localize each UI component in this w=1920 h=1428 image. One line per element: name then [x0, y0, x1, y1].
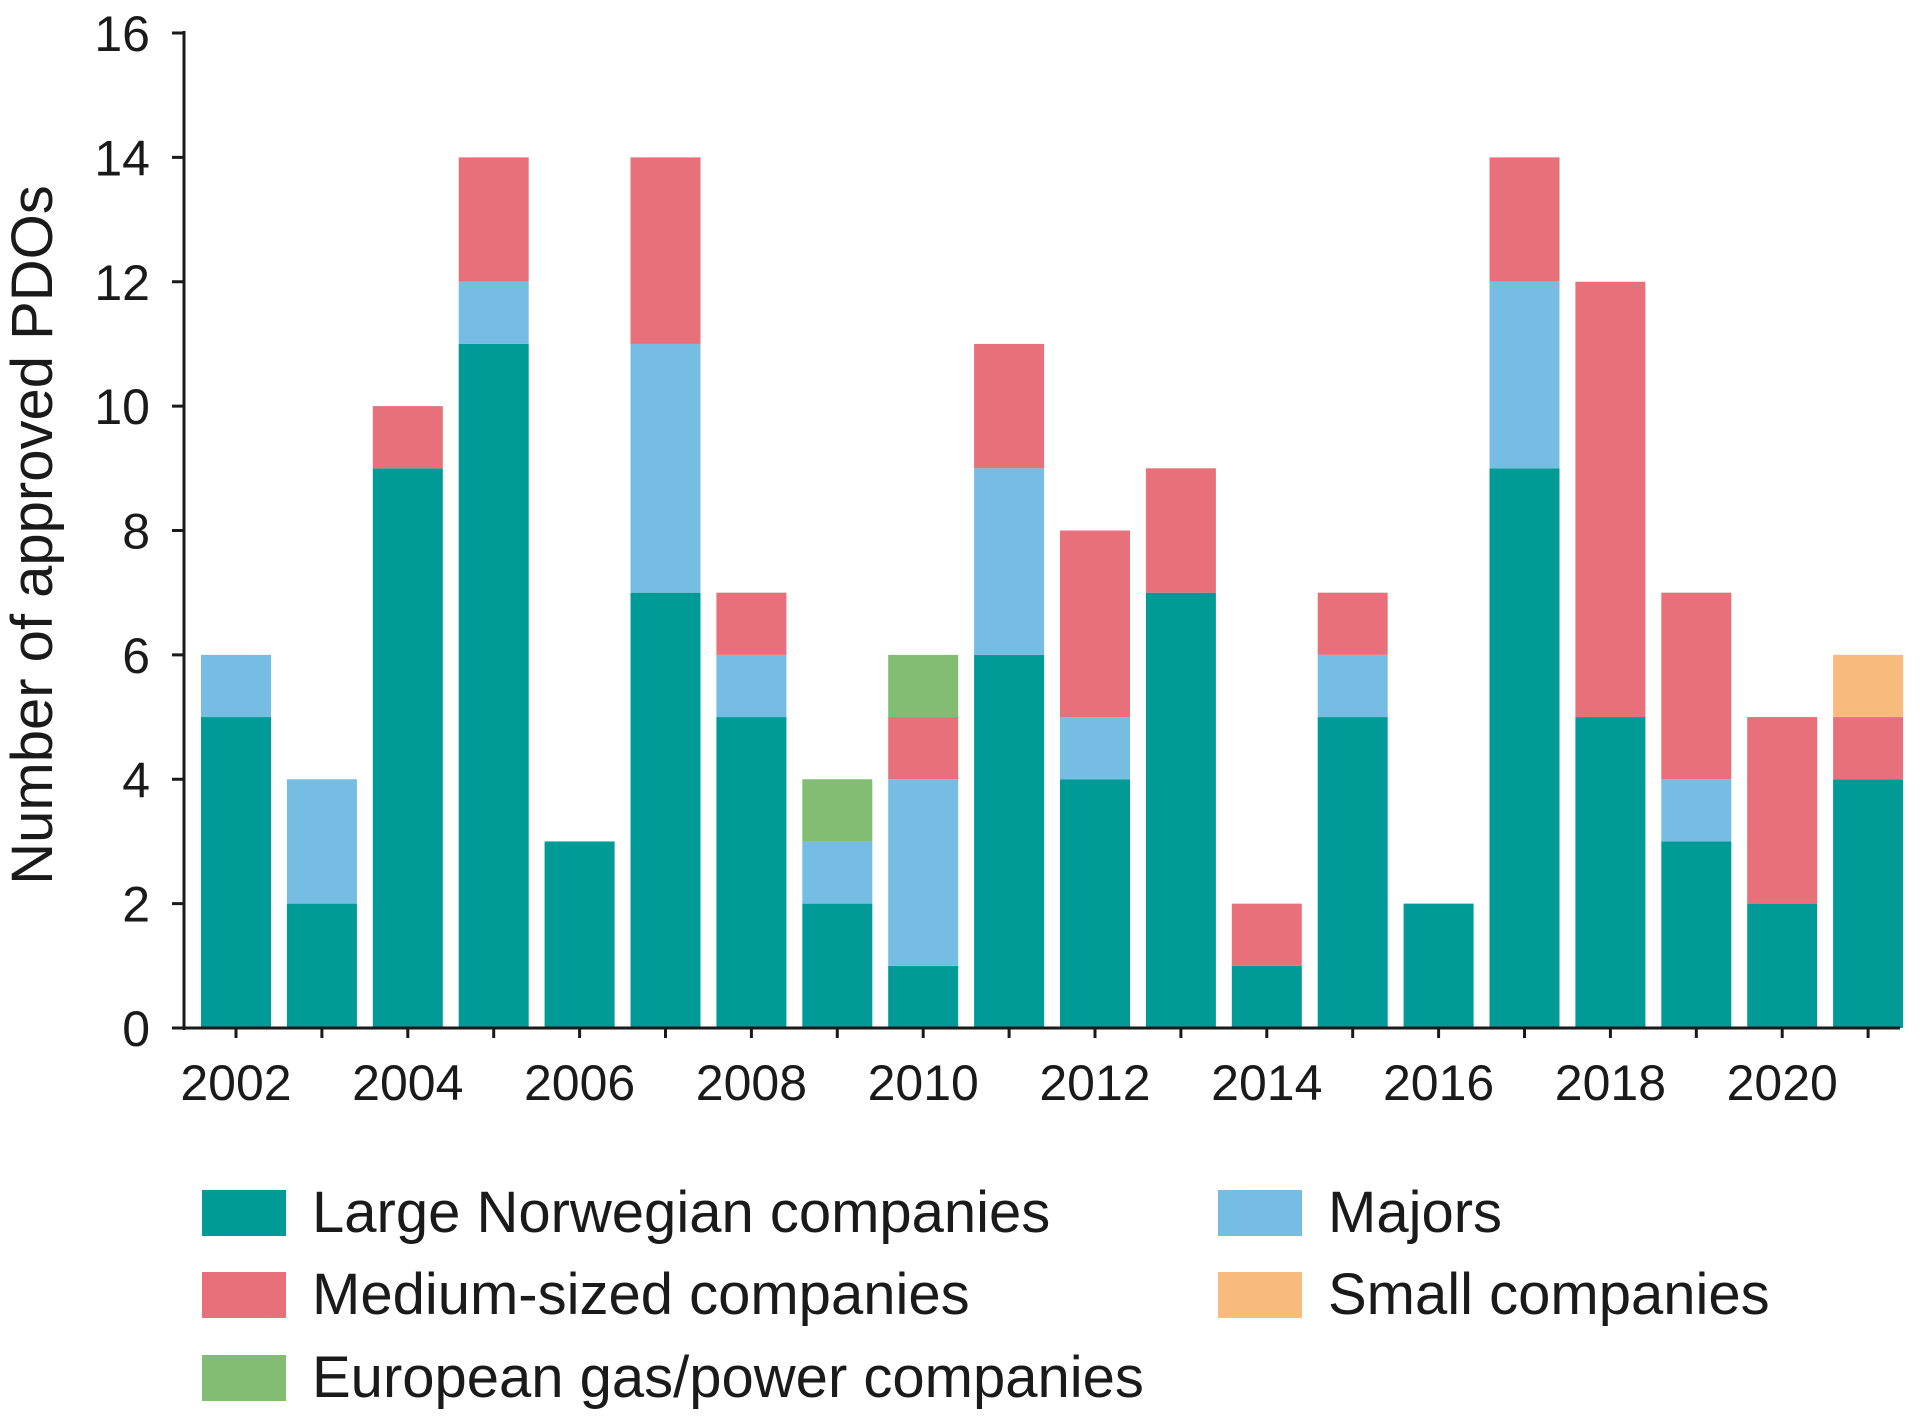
bar-2017-large-norwegian-companies	[1489, 468, 1560, 1028]
bar-2004-medium-sized-companies	[372, 406, 443, 469]
bar-2005-large-norwegian-companies	[458, 343, 529, 1028]
legend-label-large-norwegian-companies: Large Norwegian companies	[312, 1180, 1050, 1245]
y-axis: 0 2 4 6 8 10 12 14 16	[94, 6, 186, 1057]
bar-2002-large-norwegian-companies	[201, 717, 271, 1028]
legend-label-medium-sized-companies: Medium-sized companies	[312, 1262, 970, 1327]
bar-2016-large-norwegian-companies	[1403, 903, 1474, 1028]
bar-2020-large-norwegian-companies	[1747, 903, 1818, 1028]
bar-2007-medium-sized-companies	[630, 157, 701, 344]
x-tick-label-2002: 2002	[180, 1055, 291, 1111]
bar-2007-large-norwegian-companies	[630, 592, 701, 1028]
y-tick-label-14: 14	[94, 130, 150, 186]
bar-2019-majors	[1661, 779, 1732, 842]
legend-swatch-majors	[1218, 1190, 1302, 1236]
bar-2015-majors	[1317, 654, 1388, 718]
y-tick-label-16: 16	[94, 6, 150, 62]
bar-2003-majors	[286, 779, 357, 904]
legend-label-majors: Majors	[1328, 1180, 1502, 1245]
legend-swatch-medium-sized-companies	[202, 1272, 286, 1318]
y-tick-label-0: 0	[122, 1001, 150, 1057]
y-tick-label-4: 4	[122, 752, 150, 808]
bar-2015-medium-sized-companies	[1317, 592, 1388, 655]
legend: Large Norwegian companies Majors Medium-si…	[202, 1180, 1770, 1410]
bar-2015-large-norwegian-companies	[1317, 717, 1388, 1028]
y-tick-label-6: 6	[122, 628, 150, 684]
bar-2011-large-norwegian-companies	[974, 654, 1045, 1028]
bar-2018-medium-sized-companies	[1575, 281, 1646, 718]
bar-2009-large-norwegian-companies	[802, 903, 873, 1028]
bar-2008-majors	[716, 654, 787, 718]
bar-2012-large-norwegian-companies	[1060, 779, 1130, 1028]
bar-2006-large-norwegian-companies	[544, 841, 615, 1028]
x-tick-label-2006: 2006	[524, 1055, 635, 1111]
y-axis-title: Number of approved PDOs	[0, 185, 65, 885]
bar-2010-majors	[888, 779, 959, 966]
bar-2005-majors	[458, 281, 529, 344]
bar-2005-medium-sized-companies	[458, 157, 529, 282]
x-tick-label-2010: 2010	[868, 1055, 979, 1111]
bar-2003-large-norwegian-companies	[286, 903, 357, 1028]
bar-2008-large-norwegian-companies	[716, 717, 787, 1028]
bar-2017-medium-sized-companies	[1489, 157, 1560, 282]
y-tick-label-12: 12	[94, 255, 150, 311]
x-tick-label-2012: 2012	[1039, 1055, 1150, 1111]
x-tick-label-2020: 2020	[1727, 1055, 1838, 1111]
y-tick-label-8: 8	[122, 504, 150, 560]
y-tick-label-2: 2	[122, 877, 150, 933]
bar-2010-european-gas-power-companies	[888, 654, 959, 718]
bar-2013-medium-sized-companies	[1145, 468, 1216, 593]
bar-2017-majors	[1489, 281, 1560, 469]
bar-2011-majors	[974, 468, 1045, 655]
bar-2020-medium-sized-companies	[1747, 717, 1818, 904]
bar-2014-medium-sized-companies	[1231, 903, 1302, 966]
bars-group	[201, 157, 1904, 1028]
bar-2011-medium-sized-companies	[974, 343, 1045, 469]
bar-2012-majors	[1060, 717, 1130, 780]
bar-2013-large-norwegian-companies	[1145, 592, 1216, 1028]
bar-2012-medium-sized-companies	[1060, 530, 1130, 718]
x-tick-label-2008: 2008	[696, 1055, 807, 1111]
y-tick-label-10: 10	[94, 379, 150, 435]
bar-2010-medium-sized-companies	[888, 717, 959, 780]
bar-2009-majors	[802, 841, 873, 904]
bar-2018-large-norwegian-companies	[1575, 717, 1646, 1028]
bar-2021-large-norwegian-companies	[1833, 779, 1904, 1028]
bar-2004-large-norwegian-companies	[372, 468, 443, 1028]
x-tick-label-2014: 2014	[1211, 1055, 1322, 1111]
x-axis: 2002 2004 2006 2008 2010 2012 2014 2016 2018 2020	[172, 1026, 1900, 1111]
legend-swatch-small-companies	[1218, 1272, 1302, 1318]
bar-2014-large-norwegian-companies	[1231, 965, 1302, 1028]
bar-2002-majors	[201, 654, 271, 718]
bar-2019-large-norwegian-companies	[1661, 841, 1732, 1028]
bar-2007-majors	[630, 343, 701, 593]
bar-2009-european-gas-power-companies	[802, 779, 873, 842]
x-tick-label-2016: 2016	[1383, 1055, 1494, 1111]
legend-label-small-companies: Small companies	[1328, 1262, 1770, 1327]
bar-2021-medium-sized-companies	[1833, 717, 1904, 780]
bar-2021-small-companies	[1833, 654, 1904, 718]
bar-2008-medium-sized-companies	[716, 592, 787, 655]
legend-swatch-european-gas-power-companies	[202, 1355, 286, 1401]
legend-label-european-gas-power-companies: European gas/power companies	[312, 1345, 1144, 1410]
x-tick-label-2004: 2004	[352, 1055, 463, 1111]
bar-2010-large-norwegian-companies	[888, 965, 959, 1028]
x-tick-label-2018: 2018	[1555, 1055, 1666, 1111]
legend-swatch-large-norwegian-companies	[202, 1190, 286, 1236]
bar-2019-medium-sized-companies	[1661, 592, 1732, 780]
